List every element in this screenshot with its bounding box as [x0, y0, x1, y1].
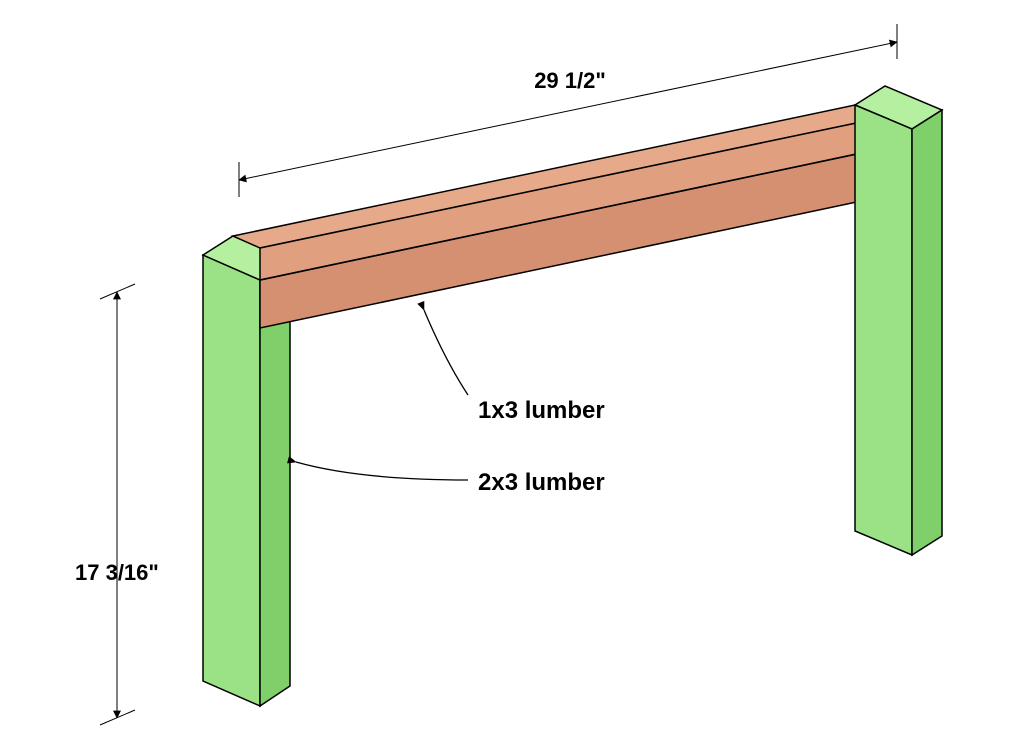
diagram-canvas: 29 1/2" 17 3/16" 1x3 lumber 2x3 lumber [0, 0, 1024, 744]
rail-callout: 1x3 lumber [424, 310, 605, 424]
height-dimension: 17 3/16" [75, 284, 159, 725]
leg-label: 2x3 lumber [478, 469, 605, 496]
width-dimension-text: 29 1/2" [534, 68, 606, 93]
leg-callout: 2x3 lumber [296, 462, 605, 496]
right-leg [855, 86, 942, 555]
rail-assembly [233, 105, 885, 328]
rail-label: 1x3 lumber [478, 397, 605, 424]
height-dimension-text: 17 3/16" [75, 560, 159, 585]
